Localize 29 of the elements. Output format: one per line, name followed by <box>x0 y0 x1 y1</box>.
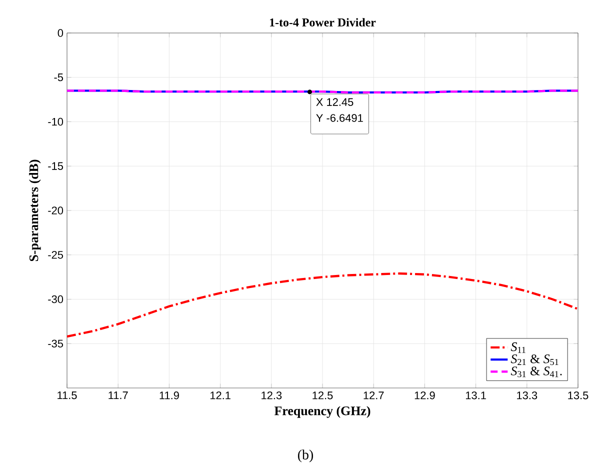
line-series <box>67 272 578 338</box>
y-tick-label: -15 <box>48 162 64 170</box>
x-axis-title: Frequency (GHz) <box>274 406 370 418</box>
x-tick-label: 11.9 <box>160 392 179 400</box>
y-tick-label: -25 <box>48 250 64 259</box>
x-tick-label: 13.5 <box>568 392 588 400</box>
legend-label: S$_{31}$ & S$_{41}$. <box>510 366 562 378</box>
y-tick-label: -10 <box>48 118 64 126</box>
x-tick-label: 11.5 <box>58 392 77 400</box>
x-tick-label: 12.5 <box>312 392 333 400</box>
y-axis-title: S-parameters (dB) <box>29 160 41 262</box>
legend-label: S$_{11}$ <box>510 342 526 353</box>
x-tick-label: 12.1 <box>210 392 230 400</box>
chart-title: 1-to-4 Power Divider <box>270 18 376 26</box>
x-tick-label: 12.9 <box>414 392 435 400</box>
x-tick-label: 11.7 <box>108 392 128 400</box>
x-tick-label: 13.3 <box>517 392 538 400</box>
y-tick-label: -30 <box>48 295 64 304</box>
x-tick-label: 13.1 <box>466 392 486 400</box>
x-tick-label: 12.7 <box>364 392 384 400</box>
y-tick-label: -20 <box>48 206 64 214</box>
y-tick-label: -35 <box>48 340 64 348</box>
text: (b) <box>298 450 314 462</box>
y-tick-label: 0 <box>58 29 64 37</box>
annotation: X 12.45 <box>316 98 354 106</box>
x-tick-label: 12.3 <box>262 392 282 400</box>
y-tick-label: -5 <box>54 74 64 82</box>
annotation: Y -6.6491 <box>316 114 363 122</box>
legend-label: S$_{21}$ & S$_{51}$ <box>510 354 558 366</box>
